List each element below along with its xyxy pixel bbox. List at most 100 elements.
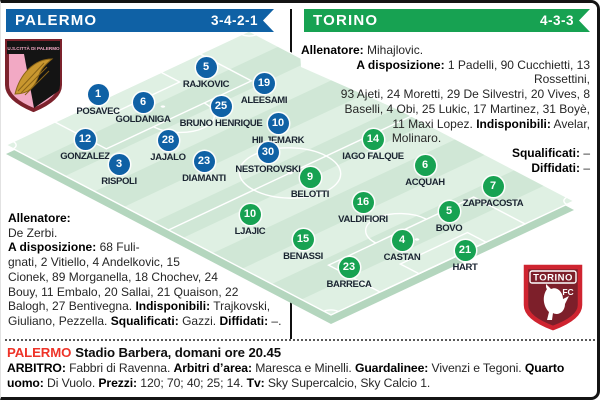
player-number: 9 (299, 167, 321, 188)
player-number: 23 (193, 151, 215, 172)
bull-icon (543, 284, 569, 320)
player-number: 5 (195, 57, 217, 78)
squad-info-line: Balogh, 27 Bentivegna. Indisponibili: Tr… (8, 299, 271, 314)
player-number: 3 (108, 154, 130, 175)
squad-info-line: Squalificati: – (511, 145, 590, 160)
squad-info-line: Allenatore: (8, 211, 71, 225)
player-number: 6 (132, 92, 154, 113)
player-name: ALEESAMI (240, 95, 288, 106)
player-number: 10 (239, 204, 261, 225)
players-layer: 1 POSAVEC 6 GOLDANIGA 5 RAJKOVIC 19 ALEESAMI 25 B… (1, 3, 597, 397)
player-marker-hiljemark: 10 HILJEMARK (218, 113, 338, 146)
player-marker-goldaniga: 6 GOLDANIGA (83, 92, 203, 125)
player-name: RAJKOVIC (182, 79, 230, 90)
player-name: IAGO FALQUE (342, 151, 404, 162)
match-details-line: ARBITRO: Fabbri di Ravenna. Arbitri d’ar… (7, 361, 565, 390)
crest-band-text: U.S.CITTÀ DI PALERMO (7, 45, 60, 51)
player-marker-belotti: 9 BELOTTI (250, 167, 370, 200)
squad-info-line: Diffidati: – (531, 160, 590, 175)
crest-fc-text: FC (562, 287, 573, 297)
squad-info-line: 93 Ajeti, 24 Moretti, 29 De Silvestri, 2… (340, 87, 590, 102)
player-number: 5 (438, 201, 460, 222)
player-number: 21 (454, 240, 476, 261)
player-name: ACQUAH (405, 177, 445, 188)
player-marker-castan: 4 CASTAN (342, 230, 462, 263)
player-number: 28 (157, 130, 179, 151)
squad-info-line: Cionek, 89 Morganella, 18 Chochev, 24 (8, 269, 218, 284)
squad-info-line: 11 Maxi Lopez. Indisponibili: Avelar, (392, 116, 590, 131)
player-number: 7 (482, 176, 504, 197)
player-name: GONZALEZ (60, 151, 110, 162)
text-background-wedge (297, 3, 597, 198)
match-venue-line: PALERMO Stadio Barbera, domani ore 20.45 (7, 345, 593, 360)
player-marker-benassi: 15 BENASSI (243, 229, 363, 262)
player-marker-rajkovic: 5 RAJKOVIC (146, 57, 266, 90)
player-number: 12 (74, 129, 96, 150)
player-number: 6 (414, 155, 436, 176)
player-name: GOLDANIGA (115, 114, 171, 125)
player-name: HART (452, 262, 478, 273)
player-marker-acquah: 6 ACQUAH (365, 155, 485, 188)
player-number: 23 (338, 257, 360, 278)
player-name: LJAJIC (234, 226, 266, 237)
player-marker-hart: 21 HART (405, 240, 525, 273)
squad-info-line: A disposizione: 1 Padelli, 90 Cucchietti… (356, 57, 590, 87)
player-number: 15 (292, 229, 314, 250)
player-marker-gonzalez: 12 GONZALEZ (25, 129, 145, 162)
team-header-palermo: PALERMO 3-4-2-1 (6, 9, 274, 32)
team-name-torino: TORINO (313, 12, 379, 29)
player-marker-nestorovski: 30 NESTOROVSKI (208, 142, 328, 175)
player-name: ZAPPACOSTA (462, 198, 524, 209)
player-marker-diamanti: 23 DIAMANTI (144, 151, 264, 184)
player-number: 19 (253, 73, 275, 94)
player-name: RISPOLI (101, 176, 137, 187)
player-marker-bruno-henrique: 25 BRUNO HENRIQUE (161, 96, 281, 129)
palermo-squad-info: Allenatore: De Zerbi. A disposizione: 68 F… (8, 211, 290, 329)
player-number: 10 (267, 113, 289, 134)
player-number: 25 (210, 96, 232, 117)
player-name: BARRECA (326, 279, 372, 290)
team-header-torino: TORINO 4-3-3 (304, 9, 590, 32)
torino-crest: TORINO FC (523, 264, 583, 331)
player-marker-posavec: 1 POSAVEC (38, 84, 158, 117)
torino-squad-info: Allenatore: Mihajlovic. A disposizione: 1… (301, 43, 590, 175)
player-name: NESTOROVSKI (235, 164, 301, 175)
player-name: DIAMANTI (182, 173, 226, 184)
player-marker-zappacosta: 7 ZAPPACOSTA (433, 176, 553, 209)
footer-team-label: PALERMO (7, 345, 72, 360)
formation-palermo: 3-4-2-1 (210, 13, 258, 28)
player-number: 14 (362, 129, 384, 150)
player-number: 16 (352, 192, 374, 213)
player-name: BOVO (435, 223, 463, 234)
venue-text: Stadio Barbera, domani ore 20.45 (75, 345, 281, 360)
player-marker-ljajic: 10 LJAJIC (190, 204, 310, 237)
player-name: JAJALO (150, 152, 186, 163)
player-name: BENASSI (283, 251, 323, 262)
player-name: CASTAN (383, 252, 421, 263)
player-marker-valdifiori: 16 VALDIFIORI (303, 192, 423, 225)
player-marker-bovo: 5 BOVO (389, 201, 509, 234)
player-number: 1 (87, 84, 109, 105)
player-name: VALDIFIORI (338, 214, 388, 225)
squad-info-line: gnati, 2 Vitiello, 4 Andelkovic, 15 (8, 255, 180, 270)
player-marker-rispoli: 3 RISPOLI (59, 154, 179, 187)
player-name: HILJEMARK (251, 135, 305, 146)
player-number: 4 (391, 230, 413, 251)
palermo-crest: U.S.CITTÀ DI PALERMO (5, 39, 62, 113)
dotted-separator (5, 339, 595, 341)
player-marker-iago-falque: 14 IAGO FALQUE (313, 129, 433, 162)
player-marker-jajalo: 28 JAJALO (108, 130, 228, 163)
formation-torino: 4-3-3 (539, 13, 574, 28)
crest-band-text: TORINO (533, 273, 573, 284)
footer-match-info: PALERMO Stadio Barbera, domani ore 20.45 … (7, 345, 593, 391)
squad-info-line: De Zerbi. (8, 225, 58, 240)
squad-info-line: Giuliano, Pezzella. Squalificati: Gazzi.… (8, 313, 282, 328)
player-number: 30 (257, 142, 279, 163)
squad-info-line: Baselli, 4 Obi, 25 Lukic, 17 Martinez, 3… (344, 101, 590, 116)
player-marker-barreca: 23 BARRECA (289, 257, 409, 290)
squad-info-line: Molinaro. (391, 131, 442, 146)
player-name: BELOTTI (290, 189, 330, 200)
player-name: POSAVEC (76, 106, 120, 117)
player-marker-aleesami: 19 ALEESAMI (204, 73, 324, 106)
